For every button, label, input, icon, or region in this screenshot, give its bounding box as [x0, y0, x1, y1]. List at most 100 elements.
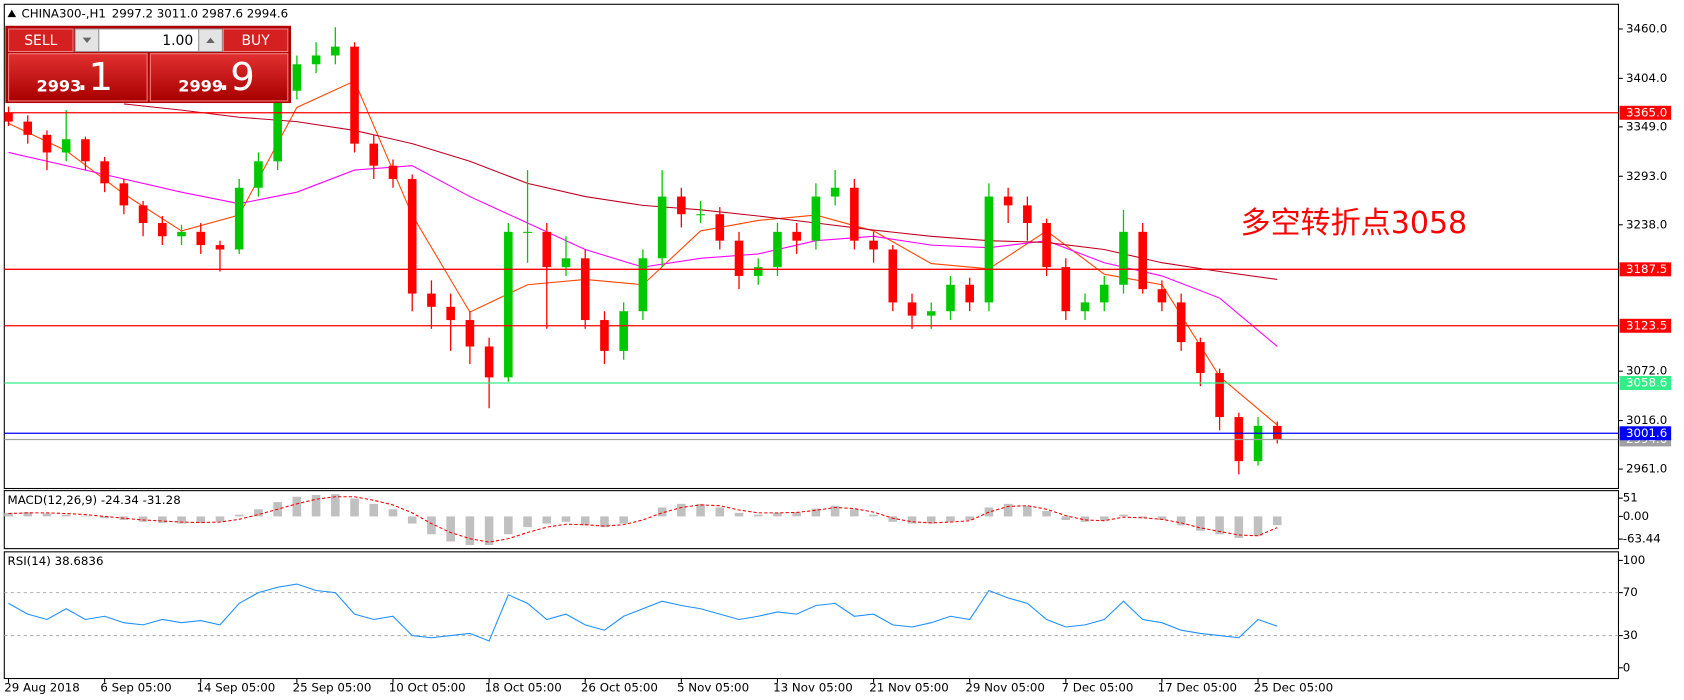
candle-body — [1061, 267, 1071, 312]
macd-bar — [504, 516, 513, 535]
macd-bar — [1272, 516, 1282, 526]
level-tag-label: 3001.6 — [1626, 426, 1667, 440]
candle-body — [158, 223, 167, 237]
y-tick-label: 2961.0 — [1626, 462, 1667, 476]
macd-bar — [369, 503, 379, 517]
macd-bar — [542, 516, 552, 524]
y-tick-label: 3072.0 — [1626, 364, 1667, 378]
macd-bar — [1023, 505, 1032, 517]
buy-label: BUY — [241, 33, 270, 49]
candle-body — [773, 231, 782, 268]
candle-body — [1080, 302, 1090, 312]
y-tick-label: -63.44 — [1623, 532, 1661, 546]
candle-body — [1176, 302, 1186, 343]
candle-body — [600, 320, 609, 351]
candle-body — [119, 183, 129, 206]
sell-price-box[interactable] — [8, 53, 148, 102]
x-tick-label: 13 Nov 05:00 — [773, 681, 853, 695]
level-tag-label: 3123.5 — [1626, 318, 1667, 332]
sell-price-big: .1 — [76, 55, 113, 100]
candle-body — [388, 165, 398, 179]
x-tick-label: 17 Dec 05:00 — [1158, 681, 1237, 695]
candle-body — [638, 258, 648, 312]
macd-bar — [696, 503, 705, 517]
macd-bar — [331, 494, 340, 517]
candle-body — [215, 245, 225, 250]
candle-body — [830, 187, 840, 197]
x-tick-label: 21 Nov 05:00 — [869, 681, 949, 695]
x-tick-label: 10 Oct 05:00 — [389, 681, 466, 695]
macd-bar — [23, 512, 33, 517]
y-tick-label: 100 — [1623, 553, 1646, 567]
y-tick-label: 3016.0 — [1626, 413, 1667, 427]
level-tag — [1619, 262, 1672, 277]
candle-body — [350, 46, 359, 144]
x-tick-label: 25 Dec 05:00 — [1254, 681, 1333, 695]
macd-bar — [234, 514, 244, 517]
macd-bar — [715, 507, 725, 517]
candle-body — [1099, 284, 1109, 303]
macd-bar — [753, 514, 763, 517]
sell-button[interactable] — [8, 28, 74, 53]
y-tick-label: 0 — [1623, 660, 1631, 674]
macd-bar — [138, 516, 148, 522]
macd-bar — [1176, 516, 1186, 526]
one-click-trading: SELL 1.00 BUY 2993 .1 2999 .9 — [5, 25, 292, 104]
candle-body — [580, 258, 590, 321]
x-tick-label: 25 Sep 05:00 — [293, 681, 372, 695]
x-tick-label: 18 Oct 05:00 — [485, 681, 562, 695]
macd-bar — [734, 512, 744, 517]
candle-body — [734, 240, 744, 276]
candle-body — [273, 90, 282, 162]
candle-body — [907, 302, 917, 316]
macd-bar — [81, 515, 90, 517]
macd-bar — [1099, 516, 1109, 521]
candle-body — [677, 196, 686, 215]
panel-title: RSI(14) 38.6836 — [8, 554, 104, 568]
collapse-arrow[interactable] — [7, 9, 17, 18]
macd-bar — [158, 516, 167, 523]
x-tick-label: 29 Nov 05:00 — [965, 681, 1045, 695]
rsi-panel-frame — [3, 551, 1620, 680]
macd-bar — [42, 513, 52, 517]
macd-bar — [907, 516, 917, 524]
macd-bar — [677, 503, 686, 517]
candle-body — [369, 143, 379, 166]
candle-body — [42, 134, 52, 153]
x-tick-label: 5 Nov 05:00 — [677, 681, 749, 695]
macd-bar — [388, 509, 398, 517]
level-tag — [1619, 318, 1672, 333]
x-tick-label: 26 Oct 05:00 — [581, 681, 658, 695]
candle-body — [1253, 425, 1263, 462]
buy-price-box[interactable] — [149, 53, 289, 102]
candle-body — [1272, 425, 1282, 440]
plot-area — [4, 27, 1282, 475]
macd-bar — [869, 514, 878, 517]
macd-bar — [773, 512, 782, 517]
symbol: CHINA300-,H1 — [21, 6, 105, 20]
panel-title: MACD(12,26,9) -24.34 -31.28 — [8, 493, 181, 507]
down-arrow — [82, 37, 92, 43]
macd-bar — [61, 514, 71, 517]
x-tick-label: 7 Dec 05:00 — [1062, 681, 1134, 695]
macd-bar — [427, 516, 436, 535]
candle-body — [926, 311, 936, 316]
candle-body — [1042, 223, 1051, 268]
candle-body — [1157, 289, 1167, 303]
candle-body — [946, 284, 955, 312]
macd-bar — [830, 505, 840, 517]
candle-body — [561, 258, 571, 268]
candle-body — [23, 121, 33, 135]
buy-button[interactable] — [222, 28, 289, 53]
macd-bar — [196, 516, 206, 523]
macd-bar — [888, 516, 898, 522]
candle-body — [542, 231, 552, 268]
y-tick-label: 70 — [1623, 585, 1638, 599]
candle-body — [753, 267, 763, 276]
macd-bar — [926, 516, 936, 524]
y-tick-label: 51 — [1623, 491, 1638, 505]
macd-bar — [1157, 516, 1167, 520]
candle-body — [1196, 342, 1205, 373]
